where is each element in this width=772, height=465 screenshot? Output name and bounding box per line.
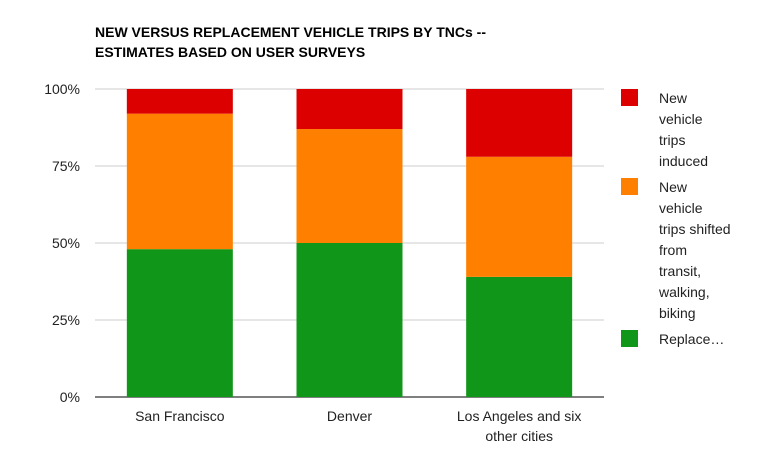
legend-label: from (659, 242, 687, 258)
chart-title: NEW VERSUS REPLACEMENT VEHICLE TRIPS BY … (95, 24, 486, 60)
legend-label: Replace… (659, 331, 724, 347)
x-axis-categories: San Francisco Denver Los Angeles and six ot… (135, 408, 581, 444)
category-label: Denver (327, 408, 372, 424)
legend-label: transit, (659, 263, 701, 279)
chart-title-line: ESTIMATES BASED ON USER SURVEYS (95, 44, 365, 60)
legend-label: New (659, 90, 688, 106)
y-tick-label: 75% (52, 158, 80, 174)
chart-title-line: NEW VERSUS REPLACEMENT VEHICLE TRIPS BY … (95, 24, 486, 40)
bar-segment (466, 156, 573, 277)
legend-swatch (621, 89, 638, 106)
legend-label: New (659, 179, 688, 195)
category-label: other cities (485, 428, 553, 444)
bar-segment (126, 113, 233, 250)
bar-segment (126, 249, 233, 397)
y-tick-label: 25% (52, 312, 80, 328)
y-axis-ticks: 0% 25% 50% 75% 100% (44, 81, 80, 405)
bar-segment (296, 243, 403, 397)
y-tick-label: 100% (44, 81, 80, 97)
legend-label: trips shifted (659, 221, 731, 237)
legend-label: trips (659, 132, 685, 148)
bars (126, 89, 573, 397)
legend-label: walking, (658, 284, 710, 300)
legend-label: biking (659, 305, 696, 321)
bar-segment (466, 276, 573, 397)
bar-segment (296, 89, 403, 130)
legend-label: vehicle (659, 111, 703, 127)
legend-label: vehicle (659, 200, 703, 216)
legend-swatch (621, 330, 638, 347)
category-label: San Francisco (135, 408, 225, 424)
legend: New vehicle trips induced New vehicle trips sh… (621, 89, 731, 347)
bar-segment (466, 89, 573, 157)
bar-segment (296, 129, 403, 243)
bar-segment (126, 89, 233, 114)
category-label: Los Angeles and six (457, 408, 582, 424)
legend-label: induced (659, 153, 708, 169)
y-tick-label: 0% (60, 389, 80, 405)
legend-swatch (621, 178, 638, 195)
y-tick-label: 50% (52, 235, 80, 251)
